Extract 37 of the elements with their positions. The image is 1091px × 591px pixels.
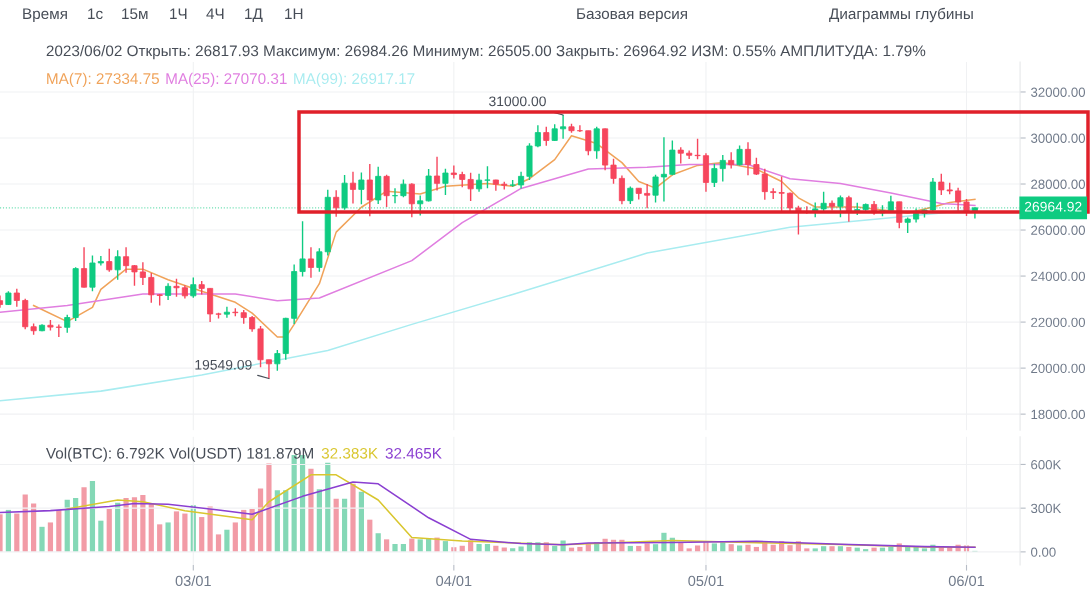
annotation: 19549.09 [195,359,252,370]
text: 2023/06/02 Открыть: 26817.93 Максимум: 26984.26 Минимум: 26505.00 Закрыть: 26964.92 ИЗМ: 0.55% АМПЛИТУДА: 1.79% [46,45,926,60]
y-tick-label: 28000.00 [1031,179,1086,189]
annotation: 26917.17 [352,73,415,85]
text: MA(25): [166,72,219,88]
text: MA(7): [47,72,91,88]
x-tick-label: 06/01 [948,575,985,587]
y-tick-label: 18000.00 [1031,409,1086,420]
x-tick-label: 05/01 [688,575,724,587]
text: 1с [88,8,103,20]
annotation: 27334.75 [96,73,159,85]
annotation: 32.383K [321,447,378,459]
ref-line-label: 26964.92 [1024,201,1082,212]
y-tick-label: 600K [1031,460,1062,470]
y-tick-label: 20000.00 [1031,363,1086,374]
y-tick-label: 0.00 [1031,547,1056,557]
y-tick-label: 32000.00 [1031,87,1086,97]
annotation: 31000.00 [489,96,546,107]
x-tick-label: 04/01 [436,575,472,587]
y-tick-label: 30000.00 [1031,133,1086,143]
annotation: Vol(BTC): 6.792K Vol(USDT) 181.879M [45,447,313,462]
annotation: 32.465K [385,447,442,459]
x-tick-label: 03/01 [175,575,211,587]
y-tick-label: 24000.00 [1031,271,1086,281]
y-tick-label: 22000.00 [1031,317,1086,327]
text: Диаграммы глубины [829,7,973,23]
y-tick-label: 300K [1031,503,1062,514]
text: 1Н [285,8,303,19]
y-tick-label: 26000.00 [1031,225,1086,235]
text: 4Ч [206,8,224,19]
text: 1Д [245,8,263,22]
text: Время [23,8,67,23]
text: Базовая версия [577,8,687,23]
text: 1Ч [170,8,187,19]
text: 15м [122,8,148,20]
text: MA(99): [294,72,346,88]
annotation: 27070.31 [224,73,287,85]
